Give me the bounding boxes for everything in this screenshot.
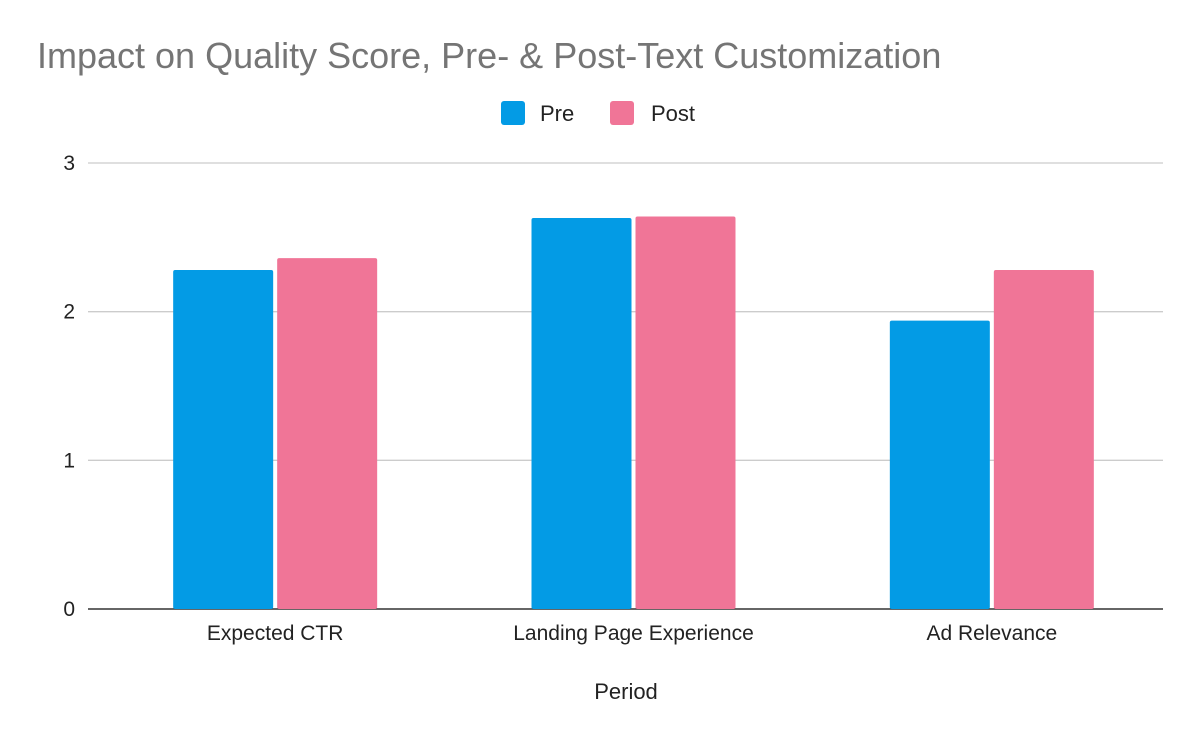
bar-pre [889,320,990,609]
x-tick-label: Landing Page Experience [513,622,754,645]
y-tick-label: 3 [63,152,75,175]
chart-title: Impact on Quality Score, Pre- & Post-Tex… [37,35,941,76]
y-tick-label: 0 [63,598,75,621]
y-tick-label: 1 [63,449,75,472]
legend: Pre Post [501,101,695,126]
x-axis-title: Period [594,679,658,704]
y-tick-label: 2 [63,301,75,324]
y-axis-ticks: 0 1 2 3 [63,152,75,621]
bar-post [635,216,736,609]
legend-label-post: Post [651,101,695,126]
legend-label-pre: Pre [540,101,574,126]
x-tick-label: Expected CTR [207,622,344,645]
bar-post [277,258,378,609]
bar-post [993,270,1094,609]
legend-swatch-pre [501,101,525,125]
x-tick-label: Ad Relevance [926,622,1057,645]
bar-pre [531,218,632,610]
x-axis-ticks: Expected CTR Landing Page Experience Ad … [207,622,1057,645]
bars [173,216,1094,610]
bar-pre [173,270,274,609]
legend-swatch-post [610,101,634,125]
